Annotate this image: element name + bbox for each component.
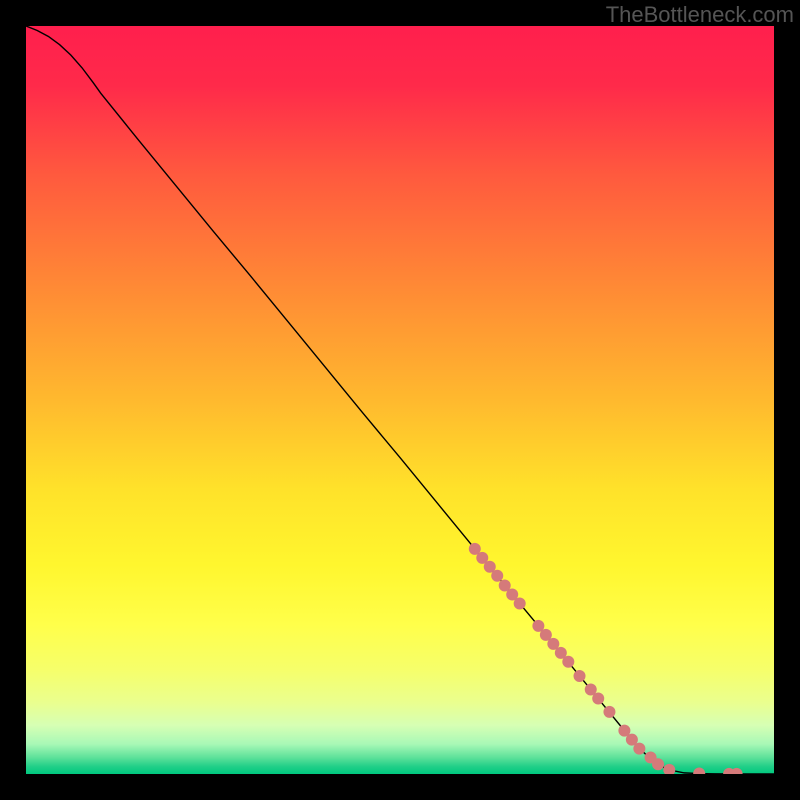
data-marker [491, 570, 503, 582]
data-markers [469, 543, 743, 774]
data-marker [562, 656, 574, 668]
data-marker [574, 670, 586, 682]
data-marker [592, 692, 604, 704]
data-marker [663, 764, 675, 774]
data-marker [652, 758, 664, 770]
data-marker [731, 768, 743, 774]
plot-area [26, 26, 774, 774]
data-marker [514, 597, 526, 609]
data-marker [633, 743, 645, 755]
watermark-text: TheBottleneck.com [606, 2, 794, 28]
data-marker [603, 706, 615, 718]
chart-overlay [26, 26, 774, 774]
curve-line [26, 26, 774, 774]
data-marker [693, 767, 705, 774]
